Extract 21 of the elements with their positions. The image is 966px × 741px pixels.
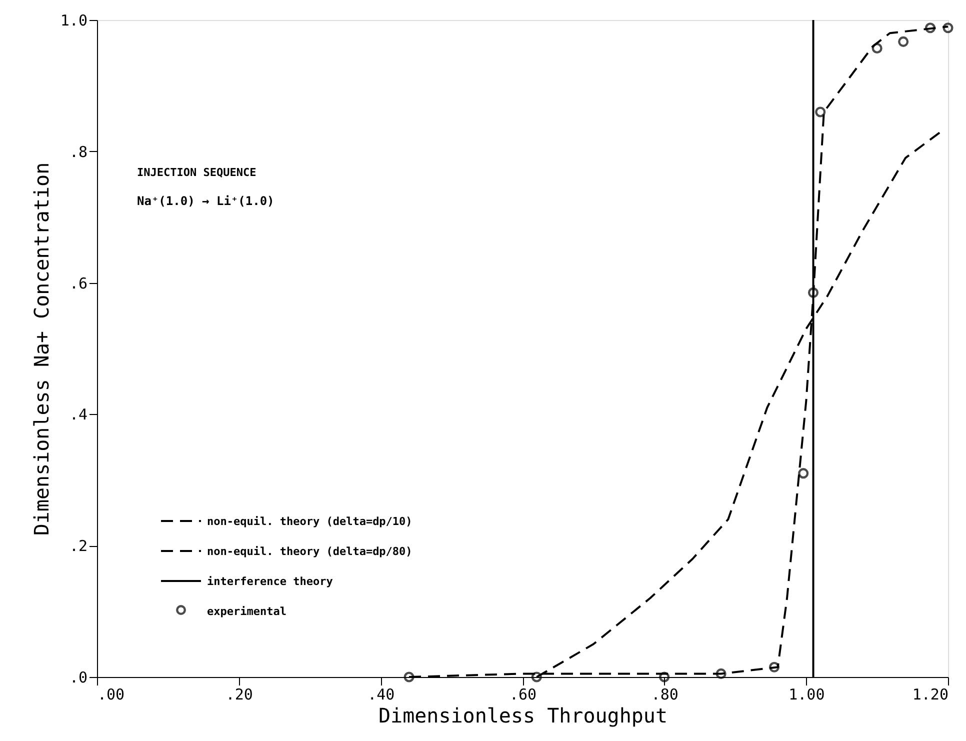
legend-label: non-equil. theory (delta=dp/10) (207, 515, 412, 528)
x-tick-label: .20 (226, 686, 253, 704)
x-tick-label: 1.00 (788, 686, 825, 704)
x-axis-title: Dimensionless Throughput (378, 704, 668, 728)
legend-label: experimental (207, 605, 286, 618)
x-tick-label: .00 (98, 686, 125, 704)
y-tick-label: .8 (69, 142, 88, 161)
legend-label: interference theory (207, 575, 334, 588)
y-tick-label: .4 (69, 406, 88, 424)
y-tick-label: .0 (69, 668, 88, 686)
y-tick-label: .2 (69, 537, 88, 556)
annotation: INJECTION SEQUENCE (137, 166, 256, 179)
x-tick-label: .60 (509, 686, 537, 704)
legend-label: non-equil. theory (delta=dp/80) (207, 545, 412, 558)
y-axis-title: Dimensionless Na+ Concentration (29, 162, 54, 536)
y-tick-label: .6 (69, 274, 88, 292)
y-tick-label: 1.0 (60, 12, 88, 30)
x-tick-label: .40 (368, 686, 395, 704)
annotation: Na⁺(1.0) → Li⁺(1.0) (137, 194, 274, 208)
x-tick-label: 1.20 (912, 686, 948, 704)
x-tick-label: .80 (651, 686, 678, 704)
